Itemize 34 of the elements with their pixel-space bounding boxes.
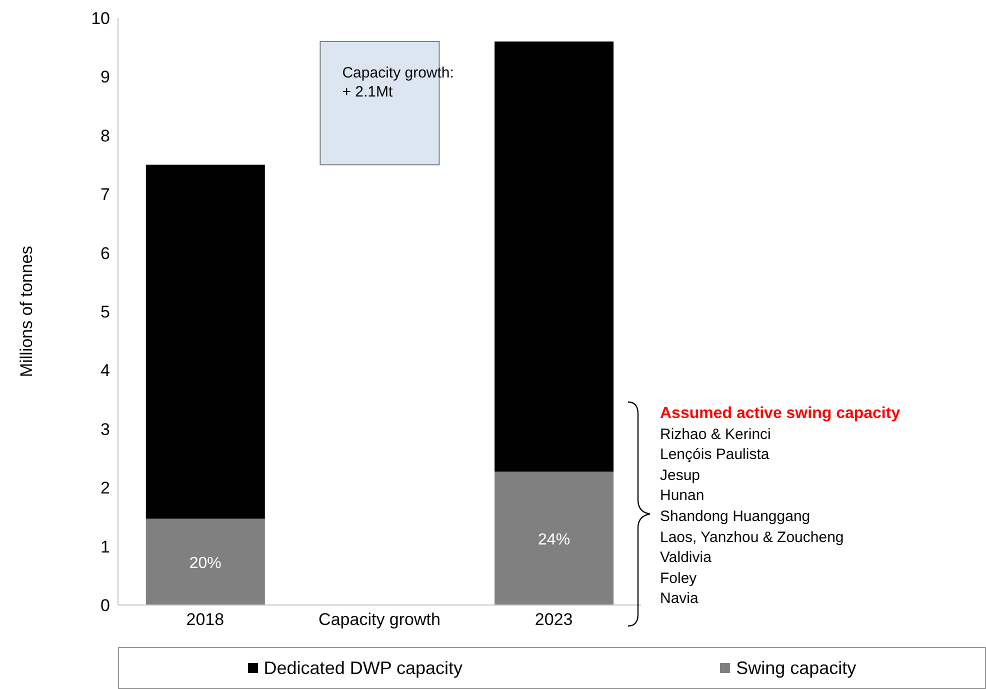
text: Hunan <box>660 486 706 506</box>
y-axis-title: Millions of tonnes <box>17 246 36 378</box>
y-tick-label: 9 <box>100 68 110 87</box>
legend-label: Swing capacity <box>735 658 856 678</box>
y-tick-label: 4 <box>100 361 110 380</box>
text: Navia <box>660 589 700 610</box>
text: Lençóis Paulista <box>660 445 770 466</box>
text: Laos, Yanzhou & Zoucheng <box>660 528 845 548</box>
bar <box>494 41 614 472</box>
text: Valdivia <box>660 548 712 568</box>
y-tick-label: 5 <box>100 302 110 322</box>
x-tick-label: 2023 <box>534 610 573 630</box>
data-label: Capacity growth: + 2.1Mt <box>342 64 454 100</box>
annotation: 20% <box>189 554 222 572</box>
x-tick-label: Capacity growth <box>318 610 440 630</box>
y-tick-label: 6 <box>100 244 110 263</box>
x-tick-label: 2018 <box>186 610 224 630</box>
y-tick-label: 10 <box>91 9 110 28</box>
y-tick-label: 1 <box>100 537 110 556</box>
legend-label: Dedicated DWP capacity <box>262 658 463 678</box>
text: Assumed active swing capacity <box>660 404 900 424</box>
y-tick-label: 2 <box>100 478 110 498</box>
bar <box>146 164 265 519</box>
bar <box>146 518 265 605</box>
y-tick-label: 3 <box>100 420 110 439</box>
annotation: 24% <box>538 531 570 548</box>
text: Shandong Huanggang <box>660 506 812 527</box>
text: Rizhao & Kerinci <box>660 424 772 445</box>
bar <box>494 472 614 605</box>
text: Jesup <box>660 466 702 486</box>
y-tick-label: 0 <box>100 596 110 616</box>
y-tick-label: 7 <box>100 185 110 204</box>
y-tick-label: 8 <box>100 126 110 146</box>
text: Foley <box>660 568 698 589</box>
